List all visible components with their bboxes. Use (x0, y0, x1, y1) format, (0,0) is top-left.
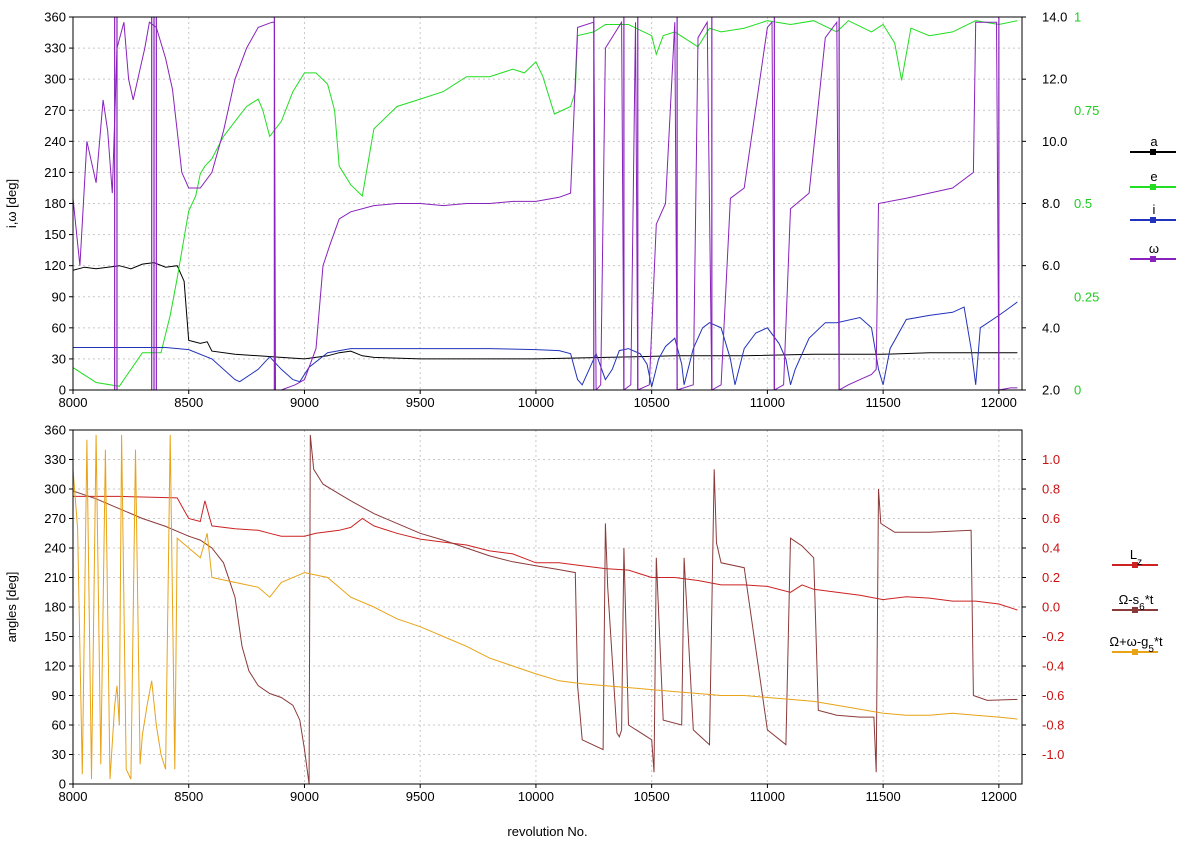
legend-swatch-marker (1150, 149, 1156, 155)
bottom-series-line (73, 434, 1018, 784)
bottom-y2-tick-label: -0.2 (1042, 629, 1064, 644)
top-x-tick-label: 11500 (866, 395, 901, 410)
top-y-tick-label: 150 (44, 227, 66, 242)
legend-swatch-marker (1132, 607, 1138, 613)
bottom-x-tick-label: 12000 (981, 789, 1017, 804)
top-y-tick-label: 300 (44, 72, 66, 87)
top-y-tick-label: 330 (44, 41, 66, 56)
bottom-x-tick-label: 11000 (750, 789, 785, 804)
bottom-y-tick-label: 120 (44, 659, 66, 674)
bottom-y2-tick-label: -0.6 (1042, 688, 1064, 703)
legend-label: ω (1149, 241, 1159, 256)
bottom-y-tick-label: 60 (52, 718, 66, 733)
e-axis-tick-label: 0.5 (1074, 196, 1092, 211)
top-y2-tick-label: 4.0 (1042, 320, 1060, 335)
bottom-y2-tick-label: 0.6 (1042, 511, 1060, 526)
top-y2-tick-label: 12.0 (1042, 72, 1067, 87)
top-y-tick-label: 240 (44, 134, 66, 149)
legend-swatch-marker (1150, 217, 1156, 223)
legend-label: e (1150, 169, 1157, 184)
top-y-tick-label: 210 (44, 165, 66, 180)
bottom-x-tick-label: 9500 (406, 789, 435, 804)
bottom-y-tick-label: 300 (44, 482, 66, 497)
legend-swatch-marker (1150, 256, 1156, 262)
x-axis-label: revolution No. (507, 824, 587, 839)
legend-swatch-marker (1150, 184, 1156, 190)
top-x-tick-label: 10000 (518, 395, 554, 410)
top-y2-tick-label: 2.0 (1042, 383, 1060, 398)
bottom-y-tick-label: 330 (44, 452, 66, 467)
top-x-tick-label: 8500 (174, 395, 203, 410)
bottom-y2-tick-label: 1.0 (1042, 452, 1060, 467)
top-y-axis-label: i,ω [deg] (4, 179, 19, 228)
bottom-y2-tick-label: 0.8 (1042, 482, 1060, 497)
bottom-y2-tick-label: -0.8 (1042, 718, 1064, 733)
top-series-line (73, 262, 1018, 360)
top-x-tick-label: 9000 (290, 395, 319, 410)
bottom-y-tick-label: 240 (44, 541, 66, 556)
top-y-tick-label: 60 (52, 320, 66, 335)
top-x-tick-label: 9500 (406, 395, 435, 410)
top-y-tick-label: 180 (44, 196, 66, 211)
top-y2-tick-label: 6.0 (1042, 258, 1060, 273)
bottom-y2-tick-label: -0.4 (1042, 659, 1064, 674)
top-y-tick-label: 120 (44, 258, 66, 273)
bottom-x-tick-label: 10500 (634, 789, 670, 804)
e-axis-tick-label: 0 (1074, 383, 1081, 398)
legend-label: i (1153, 202, 1156, 217)
top-x-tick-label: 11000 (750, 395, 785, 410)
bottom-y-tick-label: 90 (52, 688, 66, 703)
bottom-y-tick-label: 150 (44, 629, 66, 644)
bottom-series-line (73, 434, 1018, 780)
bottom-series-line (73, 495, 1018, 611)
bottom-y-tick-label: 180 (44, 600, 66, 615)
top-y2-tick-label: 14.0 (1042, 10, 1067, 25)
legend-swatch-marker (1132, 649, 1138, 655)
top-y-tick-label: 270 (44, 103, 66, 118)
top-y2-tick-label: 8.0 (1042, 196, 1060, 211)
bottom-y2-tick-label: 0.4 (1042, 541, 1060, 556)
top-y-tick-label: 0 (59, 383, 66, 398)
bottom-x-tick-label: 10000 (518, 789, 554, 804)
bottom-x-tick-label: 8000 (59, 789, 88, 804)
e-axis-tick-label: 0.75 (1074, 103, 1099, 118)
top-x-tick-label: 12000 (981, 395, 1017, 410)
bottom-y-tick-label: 210 (44, 570, 66, 585)
bottom-y2-tick-label: 0.0 (1042, 600, 1060, 615)
bottom-y2-tick-label: 0.2 (1042, 570, 1060, 585)
top-y2-tick-label: 10.0 (1042, 134, 1067, 149)
bottom-y2-tick-label: -1.0 (1042, 747, 1064, 762)
top-x-tick-label: 10500 (634, 395, 670, 410)
bottom-y-axis-label: angles [deg] (4, 572, 19, 643)
top-y-tick-label: 30 (52, 351, 66, 366)
bottom-x-tick-label: 8500 (174, 789, 203, 804)
bottom-y-tick-label: 0 (59, 777, 66, 792)
top-y-tick-label: 90 (52, 289, 66, 304)
bottom-x-tick-label: 11500 (866, 789, 901, 804)
bottom-y-tick-label: 30 (52, 747, 66, 762)
bottom-y-tick-label: 270 (44, 511, 66, 526)
top-series-line (73, 20, 1018, 390)
bottom-y-tick-label: 360 (44, 423, 66, 438)
e-axis-tick-label: 0.25 (1074, 289, 1099, 304)
e-axis-tick-label: 1 (1074, 10, 1081, 25)
top-y-tick-label: 360 (44, 10, 66, 25)
top-series-line (73, 301, 1018, 388)
legend-swatch-marker (1132, 562, 1138, 568)
bottom-x-tick-label: 9000 (290, 789, 319, 804)
top-x-tick-label: 8000 (59, 395, 88, 410)
legend-label: a (1150, 134, 1158, 149)
